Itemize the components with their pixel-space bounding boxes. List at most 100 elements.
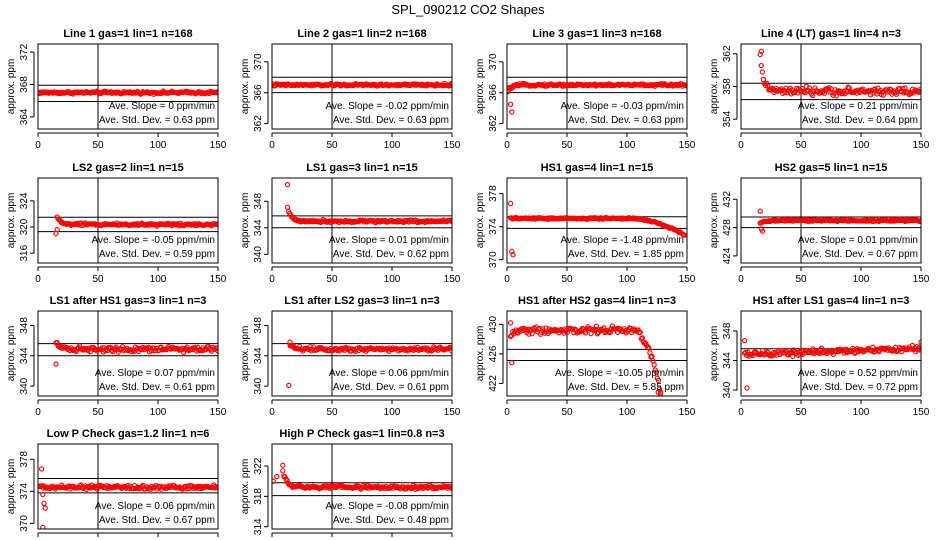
data-points <box>507 80 687 115</box>
y-axis-label: approx. ppm <box>6 459 17 515</box>
plot-frame <box>740 43 922 130</box>
x-tick-label: 0 <box>738 407 744 418</box>
x-tick-label: 0 <box>35 274 41 285</box>
y-tick-label: 368 <box>19 76 30 93</box>
y-tick-label: 426 <box>488 345 499 362</box>
y-tick-label: 364 <box>19 108 30 125</box>
y-tick-label: 348 <box>253 192 264 209</box>
x-tick-label: 150 <box>210 140 227 151</box>
panel-4: Line 4 (LT) gas=1 lin=4 n=30 50 100 1503543… <box>709 28 930 151</box>
x-tick-label: 100 <box>619 274 636 285</box>
x-tick-label: 0 <box>269 407 275 418</box>
data-point <box>798 88 804 94</box>
data-point <box>653 369 659 375</box>
x-tick-label: 100 <box>619 140 636 151</box>
plot-frame <box>271 443 453 530</box>
stddev-annotation: Ave. Std. Dev. = 0.48 ppm <box>333 515 449 526</box>
data-point <box>818 345 825 351</box>
y-tick-label: 362 <box>488 115 499 132</box>
x-tick-label: 0 <box>504 140 510 151</box>
reference-lines <box>507 311 687 396</box>
plot-frame <box>37 310 219 397</box>
slope-annotation: Ave. Slope = 0.01 ppm/min <box>329 235 449 246</box>
x-tick-label: 0 <box>738 274 744 285</box>
data-points <box>284 181 452 226</box>
data-point <box>833 93 839 99</box>
x-tick-label: 100 <box>853 140 870 151</box>
stddev-annotation: Ave. Std. Dev. = 0.67 ppm <box>99 515 215 526</box>
data-point <box>757 51 763 58</box>
data-point <box>572 326 578 332</box>
x-tick-label: 50 <box>795 140 807 151</box>
panel-title: Low P Check gas=1.2 lin=1 n=6 <box>47 428 210 440</box>
y-tick-label: 370 <box>488 251 499 268</box>
data-point-outlier <box>287 339 293 345</box>
slope-annotation: Ave. Slope = 0.52 ppm/min <box>798 368 918 379</box>
data-point <box>540 326 546 332</box>
x-tick-label: 0 <box>269 274 275 285</box>
data-point <box>684 83 687 89</box>
panel-title: HS1 after LS1 gas=4 lin=1 n=3 <box>753 295 910 307</box>
data-point <box>812 85 818 91</box>
x-tick-label: 150 <box>913 407 930 418</box>
x-tick-label: 50 <box>561 274 573 285</box>
y-axis-label: approx. ppm <box>709 326 720 382</box>
slope-annotation: Ave. Slope = 0.06 ppm/min <box>329 368 449 379</box>
data-point <box>284 204 291 210</box>
y-tick-label: 324 <box>19 192 30 209</box>
panel-title: HS2 gas=5 lin=1 n=15 <box>775 162 888 174</box>
data-point <box>837 347 843 354</box>
panel-title: LS1 after LS2 gas=3 lin=1 n=3 <box>284 295 440 307</box>
plot-frame <box>506 43 688 130</box>
x-tick-label: 50 <box>326 274 338 285</box>
data-point <box>759 69 765 75</box>
panel-9: LS1 after HS1 gas=3 lin=1 n=3 0 50 100 150 34… <box>6 295 227 418</box>
data-point-outlier <box>509 109 515 115</box>
data-point <box>184 486 190 492</box>
panel-title: Line 3 gas=1 lin=3 n=168 <box>532 28 661 40</box>
plot-frame <box>37 43 219 130</box>
plot-frame <box>271 310 453 397</box>
y-tick-label: 362 <box>722 45 733 62</box>
data-point <box>73 348 80 355</box>
y-tick-label: 370 <box>253 53 264 70</box>
x-tick-label: 50 <box>561 407 573 418</box>
slope-annotation: Ave. Slope = 0 ppm/min <box>109 101 215 112</box>
data-points <box>507 200 687 258</box>
data-point <box>918 217 921 224</box>
data-point <box>525 326 531 333</box>
data-point-outlier <box>38 466 45 472</box>
panel-5: LS2 gas=2 lin=1 n=15 0 50 100 150 316 320 324ap… <box>6 162 227 285</box>
y-tick-label: 340 <box>253 246 264 263</box>
plot-frame <box>37 443 219 530</box>
data-point <box>767 353 773 359</box>
y-tick-label: 366 <box>253 84 264 101</box>
page-title: SPL_090212 CO2 Shapes <box>391 2 545 17</box>
panel-title: Line 4 (LT) gas=1 lin=4 n=3 <box>761 28 901 40</box>
data-point <box>280 468 286 474</box>
data-points <box>53 339 218 367</box>
y-tick-label: 320 <box>19 218 30 235</box>
data-point <box>917 218 921 225</box>
x-tick-label: 150 <box>679 274 696 285</box>
panel-title: HS1 gas=4 lin=1 n=15 <box>541 162 654 174</box>
y-axis-label: approx. ppm <box>240 59 251 115</box>
panel-title: LS1 gas=3 lin=1 n=15 <box>306 162 418 174</box>
data-point <box>791 89 798 95</box>
data-point <box>214 345 218 352</box>
y-axis-label: approx. ppm <box>6 326 17 382</box>
y-tick-label: 340 <box>722 381 733 398</box>
stddev-annotation: Ave. Std. Dev. = 0.61 ppm <box>99 382 215 393</box>
y-tick-label: 348 <box>722 322 733 339</box>
data-point-outlier <box>507 101 514 107</box>
